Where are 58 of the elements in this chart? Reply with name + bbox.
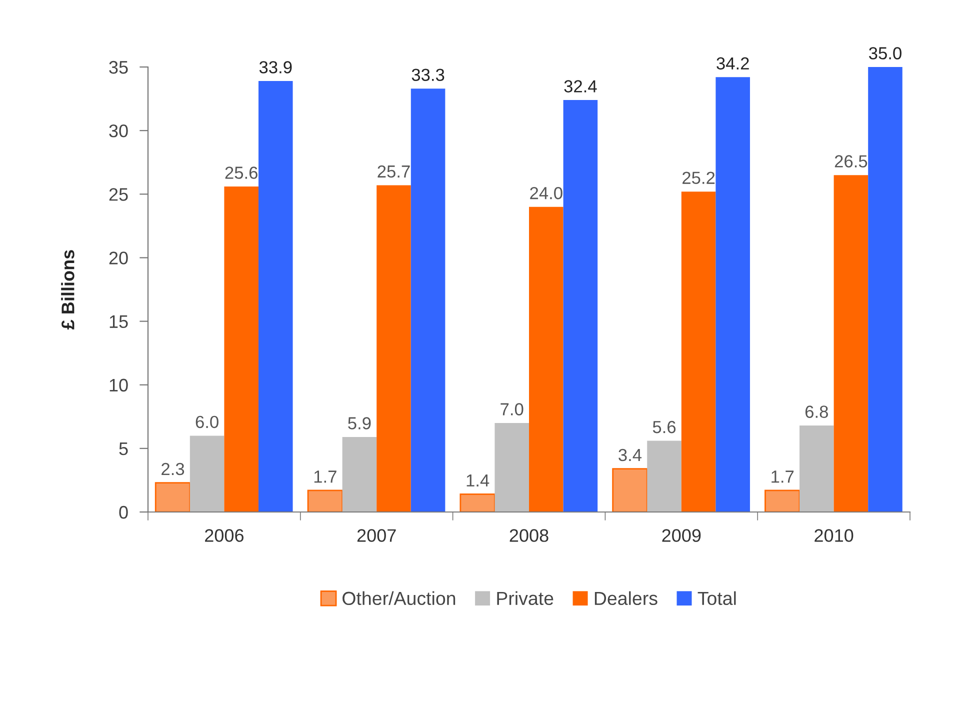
bar — [612, 468, 648, 512]
data-label: 33.3 — [412, 68, 444, 82]
data-label: 35.0 — [869, 47, 902, 60]
y-tick-label: 0 — [119, 506, 128, 519]
bar — [224, 186, 258, 512]
data-label: 34.2 — [716, 57, 749, 70]
bar — [529, 206, 564, 512]
legend-label: Other/Auction — [342, 591, 456, 606]
bar — [563, 100, 598, 512]
bar — [868, 67, 902, 512]
bar — [258, 80, 293, 512]
bar — [376, 185, 411, 512]
bar — [494, 423, 529, 512]
bar — [460, 494, 496, 512]
bar — [307, 490, 344, 512]
legend-label: Total — [698, 591, 736, 606]
x-tick-label: 2008 — [510, 529, 548, 542]
data-label: 7.0 — [500, 403, 524, 416]
x-tick-label: 2010 — [814, 529, 854, 542]
bar — [834, 175, 868, 512]
data-label: 6.8 — [805, 406, 828, 418]
data-label: 25.2 — [682, 172, 715, 184]
data-label: 25.6 — [225, 166, 258, 179]
data-label: 6.0 — [196, 416, 218, 428]
y-tick-label: 25 — [109, 188, 128, 201]
bar — [154, 482, 191, 512]
data-label: 2.3 — [162, 462, 184, 476]
data-label: 5.6 — [652, 420, 676, 434]
data-label: 32.4 — [564, 80, 597, 92]
bar — [764, 490, 800, 512]
data-label: 1.7 — [314, 470, 336, 483]
data-label: 24.0 — [530, 186, 562, 200]
bar — [716, 77, 750, 512]
bar — [681, 192, 716, 512]
data-label: 25.7 — [378, 165, 410, 178]
bar — [410, 88, 446, 512]
data-label: 26.5 — [834, 155, 868, 168]
y-tick-label: 35 — [109, 60, 128, 74]
bar — [342, 436, 377, 512]
bar — [800, 426, 834, 512]
x-tick-label: 2009 — [662, 529, 701, 542]
y-tick-label: 10 — [110, 378, 128, 392]
data-label: 1.7 — [772, 470, 794, 483]
y-tick-label: 20 — [109, 252, 128, 264]
data-label: 1.4 — [466, 474, 490, 486]
y-axis-title: £ Billions — [61, 250, 74, 330]
bar — [647, 440, 682, 512]
data-label: 33.9 — [259, 61, 292, 74]
x-tick-label: 2007 — [357, 529, 396, 542]
legend-label: Private — [497, 591, 554, 606]
bar — [190, 436, 224, 512]
data-label: 3.4 — [618, 448, 642, 462]
data-label: 5.9 — [348, 417, 371, 430]
legend-label: Dealers — [594, 591, 658, 606]
y-tick-label: 5 — [119, 442, 128, 456]
y-tick-label: 15 — [110, 315, 128, 328]
x-tick-label: 2006 — [205, 529, 244, 542]
y-tick-label: 30 — [109, 124, 128, 138]
